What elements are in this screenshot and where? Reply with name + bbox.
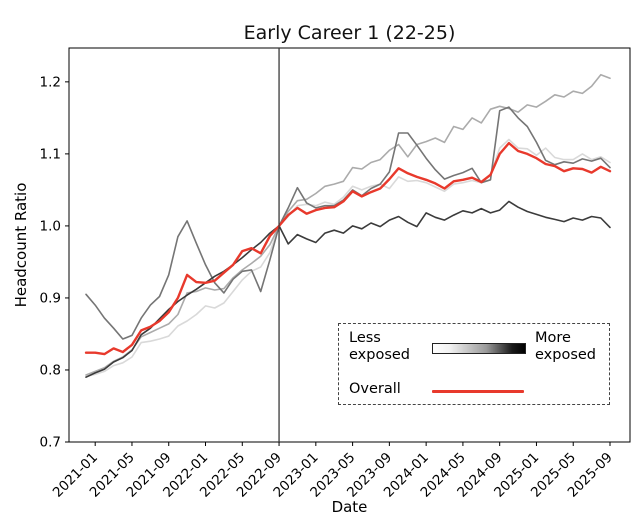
series-line-quartile-2	[85, 73, 611, 376]
series-line-quartile-1-least-exposed	[85, 138, 611, 378]
y-tick-label: 1.0	[40, 218, 61, 234]
y-axis-label: Headcount Ratio	[12, 182, 30, 308]
y-tick-label: 0.8	[40, 362, 61, 378]
plot-border	[68, 47, 631, 443]
chart-title: Early Career 1 (22-25)	[243, 22, 456, 44]
legend-overall-line-swatch	[432, 390, 524, 393]
series-line-overall	[84, 141, 612, 356]
legend-overall-label: Overall	[349, 381, 401, 397]
x-axis-label: Date	[331, 498, 368, 516]
y-tick-label: 0.9	[40, 290, 61, 306]
legend-box: Less exposed More exposed Overall	[338, 323, 610, 405]
y-tick-label: 1.1	[40, 146, 61, 162]
y-tick-label: 1.2	[40, 74, 61, 90]
y-tick-label: 0.7	[40, 435, 61, 451]
legend-less-exposed-label: Less exposed	[349, 330, 411, 364]
legend-more-exposed-label: More exposed	[535, 330, 597, 364]
exposure-gradient-swatch	[432, 343, 526, 354]
series-line-quartile-3	[85, 106, 611, 340]
